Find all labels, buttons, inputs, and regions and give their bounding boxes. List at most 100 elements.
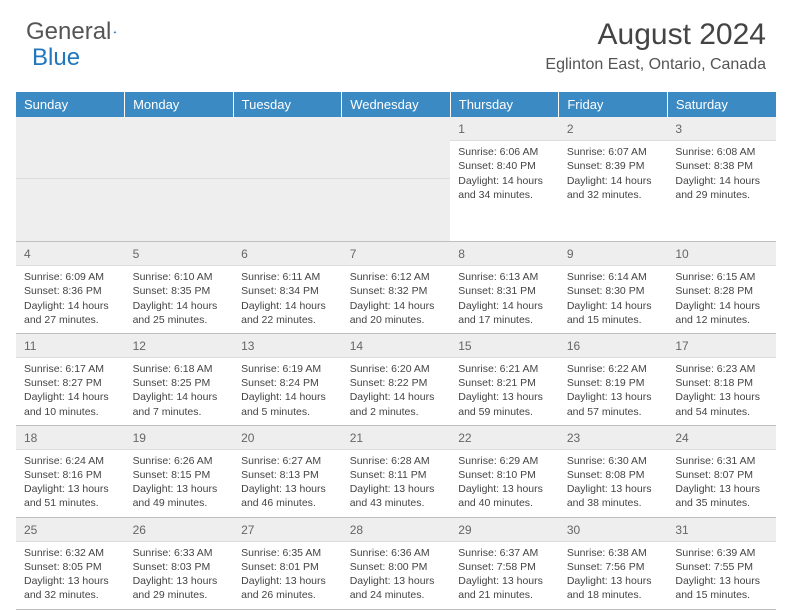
calendar-cell: 27Sunrise: 6:35 AMSunset: 8:01 PMDayligh… (233, 517, 342, 609)
calendar-week: 4Sunrise: 6:09 AMSunset: 8:36 PMDaylight… (16, 242, 776, 334)
day-details: Sunrise: 6:14 AMSunset: 8:30 PMDaylight:… (559, 266, 668, 333)
sail-icon (113, 21, 117, 43)
day-number: 16 (559, 334, 668, 358)
day-number: 11 (16, 334, 125, 358)
daylight-text: Daylight: 13 hours and 21 minutes. (458, 574, 551, 602)
header: General August 2024 Eglinton East, Ontar… (0, 0, 792, 84)
calendar-week: 1Sunrise: 6:06 AMSunset: 8:40 PMDaylight… (16, 117, 776, 242)
calendar-cell: 14Sunrise: 6:20 AMSunset: 8:22 PMDayligh… (342, 333, 451, 425)
daylight-text: Daylight: 14 hours and 34 minutes. (458, 174, 551, 202)
sunrise-text: Sunrise: 6:26 AM (133, 454, 226, 468)
day-details: Sunrise: 6:20 AMSunset: 8:22 PMDaylight:… (342, 358, 451, 425)
calendar-cell (16, 117, 125, 242)
day-details: Sunrise: 6:26 AMSunset: 8:15 PMDaylight:… (125, 450, 234, 517)
day-details: Sunrise: 6:10 AMSunset: 8:35 PMDaylight:… (125, 266, 234, 333)
day-number: 20 (233, 426, 342, 450)
sunset-text: Sunset: 8:13 PM (241, 468, 334, 482)
dayname-friday: Friday (559, 92, 668, 117)
day-details: Sunrise: 6:36 AMSunset: 8:00 PMDaylight:… (342, 542, 451, 609)
sunrise-text: Sunrise: 6:15 AM (675, 270, 768, 284)
sunset-text: Sunset: 8:21 PM (458, 376, 551, 390)
day-details: Sunrise: 6:32 AMSunset: 8:05 PMDaylight:… (16, 542, 125, 609)
daylight-text: Daylight: 13 hours and 49 minutes. (133, 482, 226, 510)
calendar-cell: 5Sunrise: 6:10 AMSunset: 8:35 PMDaylight… (125, 242, 234, 334)
daylight-text: Daylight: 14 hours and 17 minutes. (458, 299, 551, 327)
calendar-cell: 26Sunrise: 6:33 AMSunset: 8:03 PMDayligh… (125, 517, 234, 609)
sunrise-text: Sunrise: 6:22 AM (567, 362, 660, 376)
calendar-body: 1Sunrise: 6:06 AMSunset: 8:40 PMDaylight… (16, 117, 776, 609)
day-details: Sunrise: 6:22 AMSunset: 8:19 PMDaylight:… (559, 358, 668, 425)
calendar-cell: 6Sunrise: 6:11 AMSunset: 8:34 PMDaylight… (233, 242, 342, 334)
dayname-wednesday: Wednesday (342, 92, 451, 117)
sunrise-text: Sunrise: 6:39 AM (675, 546, 768, 560)
logo: General (26, 18, 135, 46)
day-number: 21 (342, 426, 451, 450)
day-number: 1 (450, 117, 559, 141)
day-number: 14 (342, 334, 451, 358)
day-number: 8 (450, 242, 559, 266)
sunset-text: Sunset: 8:05 PM (24, 560, 117, 574)
day-number: 23 (559, 426, 668, 450)
day-number: 7 (342, 242, 451, 266)
calendar-cell: 3Sunrise: 6:08 AMSunset: 8:38 PMDaylight… (667, 117, 776, 242)
page-title: August 2024 (545, 18, 766, 52)
calendar-cell: 20Sunrise: 6:27 AMSunset: 8:13 PMDayligh… (233, 425, 342, 517)
daylight-text: Daylight: 14 hours and 25 minutes. (133, 299, 226, 327)
calendar-cell: 13Sunrise: 6:19 AMSunset: 8:24 PMDayligh… (233, 333, 342, 425)
calendar-cell: 23Sunrise: 6:30 AMSunset: 8:08 PMDayligh… (559, 425, 668, 517)
day-details: Sunrise: 6:24 AMSunset: 8:16 PMDaylight:… (16, 450, 125, 517)
sunset-text: Sunset: 8:10 PM (458, 468, 551, 482)
daylight-text: Daylight: 13 hours and 38 minutes. (567, 482, 660, 510)
calendar-cell: 7Sunrise: 6:12 AMSunset: 8:32 PMDaylight… (342, 242, 451, 334)
sunrise-text: Sunrise: 6:13 AM (458, 270, 551, 284)
dayname-tuesday: Tuesday (233, 92, 342, 117)
calendar-week: 18Sunrise: 6:24 AMSunset: 8:16 PMDayligh… (16, 425, 776, 517)
sunset-text: Sunset: 7:58 PM (458, 560, 551, 574)
sunrise-text: Sunrise: 6:12 AM (350, 270, 443, 284)
dayname-saturday: Saturday (667, 92, 776, 117)
sunrise-text: Sunrise: 6:32 AM (24, 546, 117, 560)
day-number: 22 (450, 426, 559, 450)
sunrise-text: Sunrise: 6:35 AM (241, 546, 334, 560)
location-text: Eglinton East, Ontario, Canada (545, 56, 766, 74)
sunrise-text: Sunrise: 6:21 AM (458, 362, 551, 376)
calendar-week: 25Sunrise: 6:32 AMSunset: 8:05 PMDayligh… (16, 517, 776, 609)
sunrise-text: Sunrise: 6:20 AM (350, 362, 443, 376)
calendar-cell: 22Sunrise: 6:29 AMSunset: 8:10 PMDayligh… (450, 425, 559, 517)
day-details: Sunrise: 6:37 AMSunset: 7:58 PMDaylight:… (450, 542, 559, 609)
day-details: Sunrise: 6:09 AMSunset: 8:36 PMDaylight:… (16, 266, 125, 333)
sunset-text: Sunset: 8:36 PM (24, 284, 117, 298)
daylight-text: Daylight: 13 hours and 59 minutes. (458, 390, 551, 418)
day-details: Sunrise: 6:35 AMSunset: 8:01 PMDaylight:… (233, 542, 342, 609)
sunset-text: Sunset: 8:03 PM (133, 560, 226, 574)
day-number: 17 (667, 334, 776, 358)
sunset-text: Sunset: 7:56 PM (567, 560, 660, 574)
sunset-text: Sunset: 8:28 PM (675, 284, 768, 298)
calendar-cell: 10Sunrise: 6:15 AMSunset: 8:28 PMDayligh… (667, 242, 776, 334)
day-number: 3 (667, 117, 776, 141)
calendar-cell (342, 117, 451, 242)
day-details: Sunrise: 6:39 AMSunset: 7:55 PMDaylight:… (667, 542, 776, 609)
sunset-text: Sunset: 8:18 PM (675, 376, 768, 390)
calendar-cell: 17Sunrise: 6:23 AMSunset: 8:18 PMDayligh… (667, 333, 776, 425)
sunrise-text: Sunrise: 6:28 AM (350, 454, 443, 468)
day-details: Sunrise: 6:12 AMSunset: 8:32 PMDaylight:… (342, 266, 451, 333)
sunset-text: Sunset: 8:15 PM (133, 468, 226, 482)
sunrise-text: Sunrise: 6:19 AM (241, 362, 334, 376)
daylight-text: Daylight: 13 hours and 24 minutes. (350, 574, 443, 602)
daylight-text: Daylight: 13 hours and 51 minutes. (24, 482, 117, 510)
day-details: Sunrise: 6:15 AMSunset: 8:28 PMDaylight:… (667, 266, 776, 333)
day-number: 2 (559, 117, 668, 141)
sunset-text: Sunset: 8:01 PM (241, 560, 334, 574)
day-number: 10 (667, 242, 776, 266)
day-details: Sunrise: 6:17 AMSunset: 8:27 PMDaylight:… (16, 358, 125, 425)
day-number: 12 (125, 334, 234, 358)
day-number: 26 (125, 518, 234, 542)
sunrise-text: Sunrise: 6:09 AM (24, 270, 117, 284)
calendar-cell: 31Sunrise: 6:39 AMSunset: 7:55 PMDayligh… (667, 517, 776, 609)
calendar-cell: 19Sunrise: 6:26 AMSunset: 8:15 PMDayligh… (125, 425, 234, 517)
calendar-cell: 8Sunrise: 6:13 AMSunset: 8:31 PMDaylight… (450, 242, 559, 334)
calendar-cell: 28Sunrise: 6:36 AMSunset: 8:00 PMDayligh… (342, 517, 451, 609)
day-details: Sunrise: 6:08 AMSunset: 8:38 PMDaylight:… (667, 141, 776, 208)
calendar-cell: 24Sunrise: 6:31 AMSunset: 8:07 PMDayligh… (667, 425, 776, 517)
